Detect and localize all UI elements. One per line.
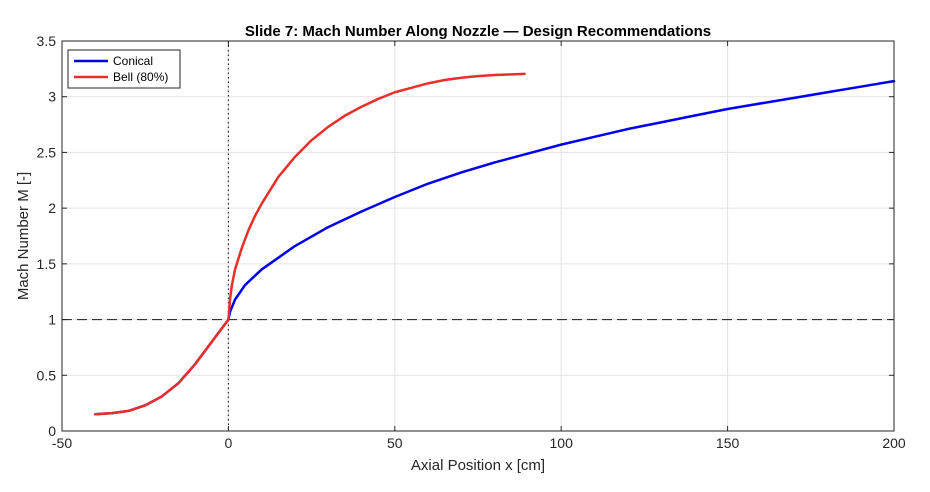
x-tick-label: 150 bbox=[716, 435, 740, 451]
y-axis-label: Mach Number M [-] bbox=[15, 172, 32, 300]
legend-label: Bell (80%) bbox=[113, 70, 168, 84]
y-tick-label: 1 bbox=[48, 312, 56, 328]
x-tick-label: -50 bbox=[52, 435, 72, 451]
y-tick-label: 0 bbox=[48, 423, 56, 439]
series-layer bbox=[94, 72, 896, 416]
y-tick-label: 2.5 bbox=[37, 144, 57, 160]
y-tick-label: 2 bbox=[48, 200, 56, 216]
y-tick-labels: 0 0.5 1 1.5 2 2.5 3 3.5 bbox=[37, 33, 57, 439]
x-tick-label: 50 bbox=[387, 435, 403, 451]
x-tick-label: 0 bbox=[225, 435, 233, 451]
legend[interactable]: Conical Bell (80%) bbox=[67, 49, 181, 89]
x-tick-label: 100 bbox=[550, 435, 574, 451]
series-line-bell-80 bbox=[94, 72, 526, 416]
y-tick-label: 3.5 bbox=[37, 33, 57, 49]
legend-box bbox=[67, 49, 181, 89]
axis-ticks bbox=[61, 40, 895, 432]
reference-lines bbox=[62, 41, 894, 431]
y-tick-label: 3 bbox=[48, 89, 56, 105]
chart-title: Slide 7: Mach Number Along Nozzle — Desi… bbox=[245, 23, 711, 40]
plot-area-frame bbox=[61, 40, 895, 432]
x-tick-labels: -50 0 50 100 150 200 bbox=[52, 435, 906, 451]
legend-label: Conical bbox=[113, 54, 153, 68]
y-tick-label: 1.5 bbox=[37, 256, 57, 272]
x-axis-label: Axial Position x [cm] bbox=[411, 457, 545, 474]
x-tick-label: 200 bbox=[882, 435, 906, 451]
y-tick-label: 0.5 bbox=[37, 367, 57, 383]
